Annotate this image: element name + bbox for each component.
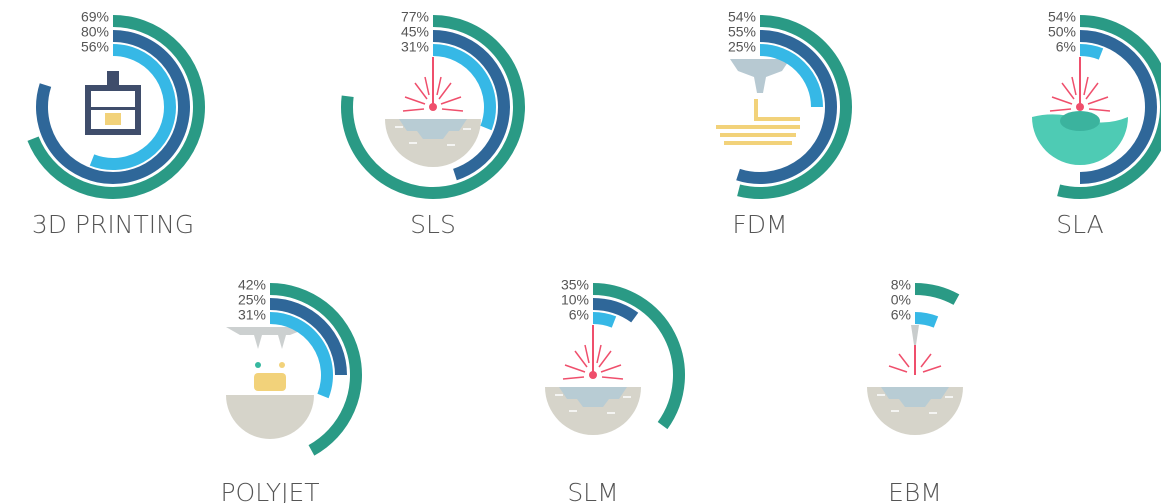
value-label: 50% — [1048, 24, 1076, 40]
ring-bar — [432, 44, 496, 131]
value-label: 45% — [401, 24, 429, 40]
bowl-icon — [544, 386, 642, 436]
ring-bar — [269, 283, 362, 456]
value-label: 8% — [891, 277, 911, 293]
value-label: 10% — [561, 292, 589, 308]
chart-title: EBM — [888, 478, 942, 503]
laser-icon — [562, 324, 624, 380]
value-label: 35% — [561, 277, 589, 293]
polyjet-icon — [226, 327, 314, 439]
chart-title: 3D PRINTING — [32, 210, 194, 239]
ring-bar — [914, 312, 939, 328]
ebm-gun — [888, 325, 942, 375]
ring-bar — [36, 30, 190, 184]
value-label: 56% — [81, 39, 109, 55]
laser-icon — [402, 56, 464, 112]
bowl-icon — [384, 118, 482, 168]
value-label: 54% — [728, 9, 756, 25]
value-label: 6% — [891, 307, 911, 323]
ring-bar — [737, 15, 852, 199]
ring-bar — [27, 15, 205, 199]
value-label: 42% — [238, 277, 266, 293]
chart-title: POLYJET — [220, 478, 319, 503]
ring-bar — [592, 298, 639, 323]
value-label: 55% — [728, 24, 756, 40]
value-label: 31% — [401, 39, 429, 55]
value-label: 6% — [569, 307, 589, 323]
value-label: 6% — [1056, 39, 1076, 55]
chart-title: SLA — [1056, 210, 1103, 239]
value-label: 0% — [891, 292, 911, 308]
ring-bar — [89, 44, 176, 170]
chart-title: SLM — [567, 478, 618, 503]
value-label: 25% — [728, 39, 756, 55]
value-label: 69% — [81, 9, 109, 25]
printer-icon — [85, 71, 141, 135]
ring-bar — [592, 312, 617, 328]
ring-bar — [269, 312, 333, 399]
value-label: 25% — [238, 292, 266, 308]
laser-icon — [1049, 56, 1111, 112]
ring-bar — [341, 15, 525, 199]
fdm-icon — [716, 59, 800, 145]
bowl-icon — [866, 386, 964, 436]
value-label: 31% — [238, 307, 266, 323]
ring-bar — [1079, 44, 1104, 60]
ring-bar — [759, 44, 823, 108]
value-label: 54% — [1048, 9, 1076, 25]
chart-title: SLS — [410, 210, 456, 239]
ring-bar — [914, 283, 960, 305]
ring-bar — [432, 30, 510, 181]
value-label: 77% — [401, 9, 429, 25]
ring-bar — [736, 30, 837, 184]
value-label: 80% — [81, 24, 109, 40]
ring-bar — [1057, 15, 1161, 199]
ring-bar — [269, 298, 347, 376]
sla-icon — [1032, 111, 1128, 165]
ring-bar — [1079, 30, 1157, 184]
ring-bar — [592, 283, 685, 430]
chart-title: FDM — [732, 210, 787, 239]
